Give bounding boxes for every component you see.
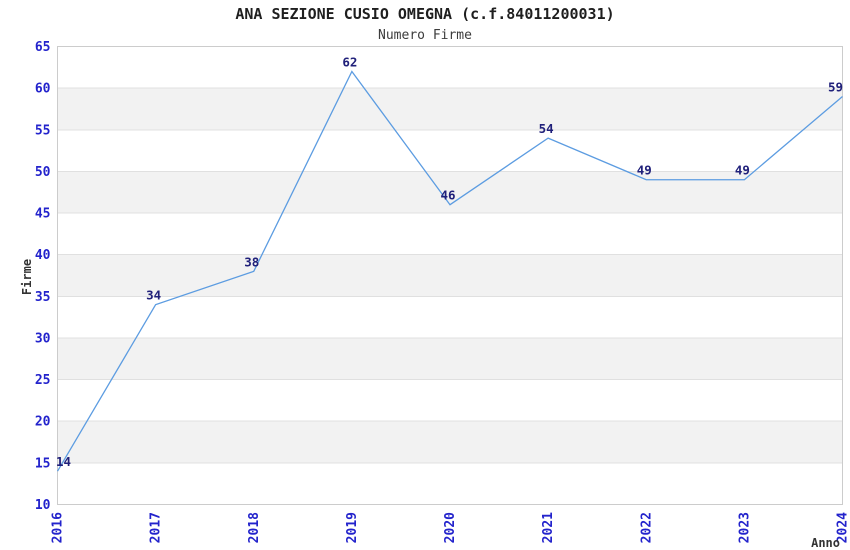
y-tick-label: 50 [35, 165, 51, 180]
y-tick-label: 65 [35, 40, 51, 55]
y-tick-label: 55 [35, 123, 51, 138]
data-point-label: 54 [539, 121, 554, 136]
data-point-label: 59 [828, 79, 843, 94]
data-point-label: 14 [56, 454, 71, 469]
y-tick-label: 40 [35, 248, 51, 263]
x-tick-label: 2024 [836, 512, 850, 543]
y-tick-label: 10 [35, 498, 51, 513]
y-tick-label: 35 [35, 290, 51, 305]
y-tick-label: 15 [35, 456, 51, 471]
plot-area: 10 15 20 25 30 35 40 45 50 55 60 65 2016 2017 2018 2019… [35, 40, 850, 543]
data-point-label: 38 [244, 254, 259, 269]
band-row [57, 337, 843, 380]
data-point-label: 46 [440, 188, 455, 203]
y-tick-label: 60 [35, 82, 51, 97]
x-tick-label: 2021 [541, 512, 556, 543]
y-tick-label: 20 [35, 415, 51, 430]
plot-border [57, 46, 843, 505]
y-tick-label: 45 [35, 207, 51, 222]
band-row [57, 421, 843, 463]
x-tick-label: 2020 [443, 512, 458, 543]
band-row [57, 88, 843, 130]
x-axis-title: Anno [811, 536, 840, 550]
x-tick-label: 2018 [247, 512, 262, 543]
x-tick-label: 2022 [639, 512, 654, 543]
data-point-label: 34 [146, 288, 161, 303]
band-row [57, 171, 843, 214]
band-row [57, 254, 843, 297]
y-axis-title: Firme [20, 259, 34, 295]
data-point-label: 62 [342, 54, 357, 69]
y-tick-label: 25 [35, 373, 51, 388]
x-tick-label: 2019 [345, 512, 360, 543]
x-tick-label: 2016 [51, 512, 66, 543]
x-tick-label: 2023 [737, 512, 752, 543]
chart-subtitle: Numero Firme [378, 28, 472, 43]
data-point-label: 49 [637, 163, 652, 178]
data-point-label: 49 [735, 163, 750, 178]
chart-title: ANA SEZIONE CUSIO OMEGNA (c.f.8401120003… [235, 5, 614, 23]
data-line [56, 70, 843, 472]
y-tick-label: 30 [35, 331, 51, 346]
x-tick-label: 2017 [149, 512, 164, 543]
